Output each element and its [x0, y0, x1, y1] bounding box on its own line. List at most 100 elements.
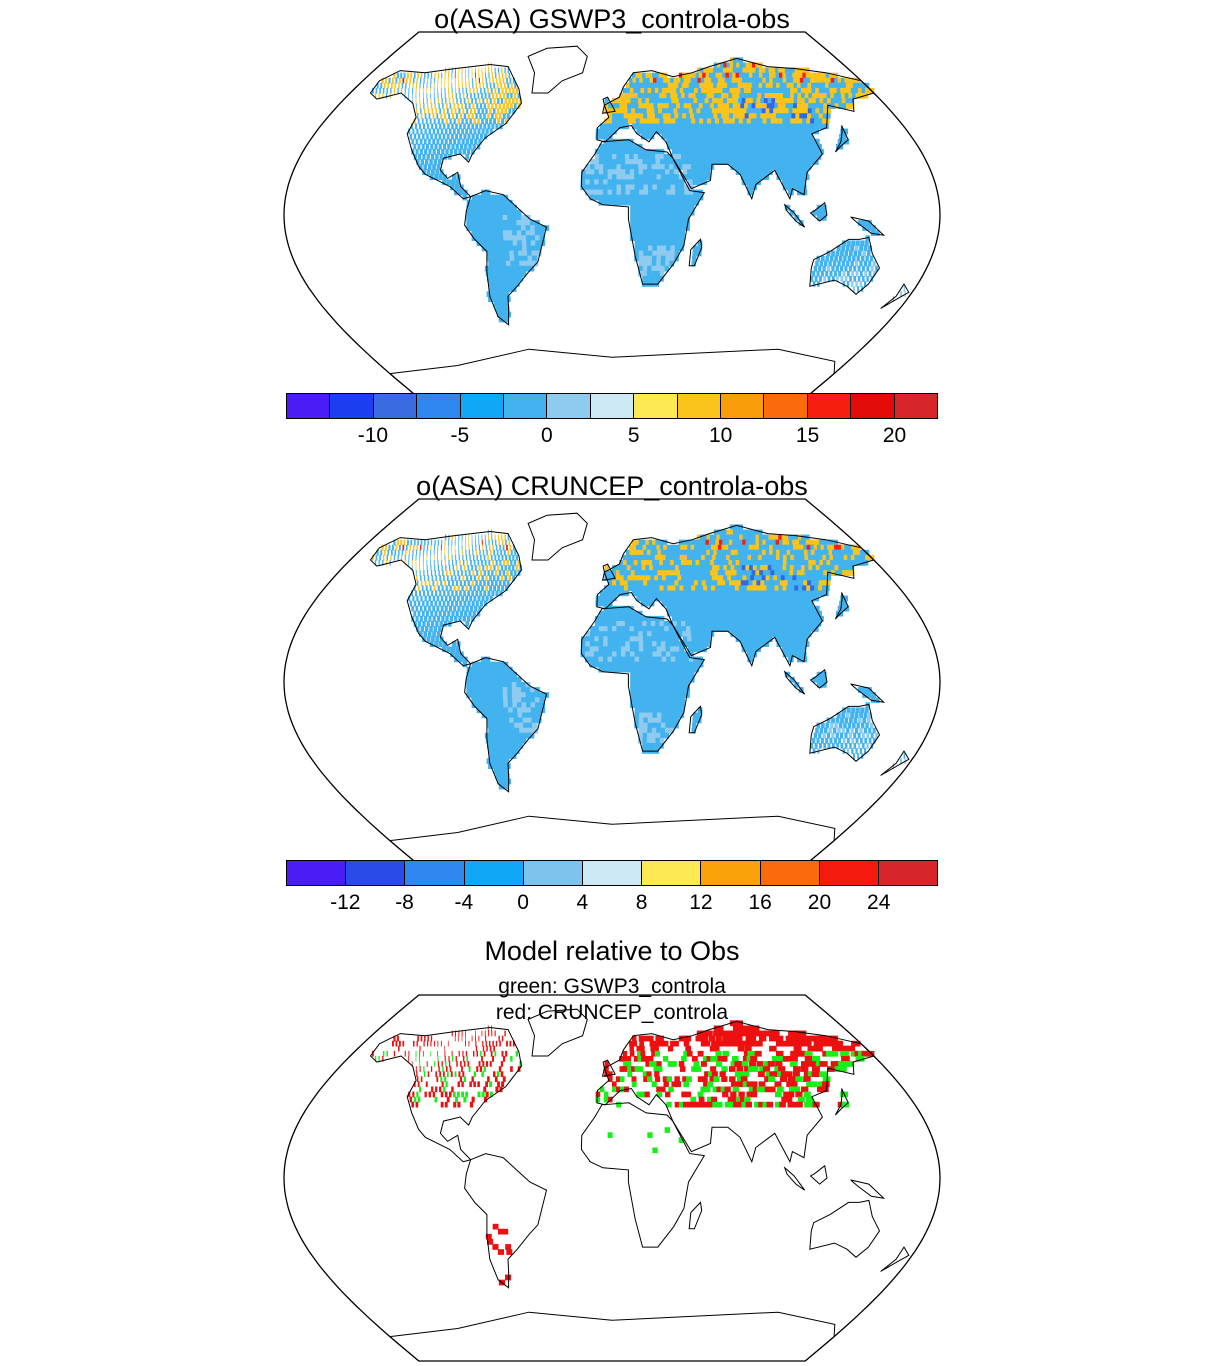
- grid-cell: [708, 575, 715, 581]
- grid-cell: [589, 641, 595, 647]
- grid-cell: [676, 154, 683, 160]
- grid-cell: [817, 615, 824, 622]
- grid-cell: [615, 580, 621, 586]
- grid-cell: [623, 98, 628, 104]
- grid-cell: [616, 590, 621, 597]
- grid-cell: [720, 159, 727, 165]
- grid-cell: [633, 554, 639, 561]
- grid-cell: [787, 605, 795, 612]
- grid-cell: [621, 656, 627, 663]
- grid-cell: [453, 605, 457, 612]
- grid-cell: [648, 194, 654, 201]
- grid-cell: [780, 154, 787, 160]
- grid-cell: [479, 133, 484, 140]
- grid-cell: [507, 682, 513, 688]
- colorbar-tick-label: 20: [882, 424, 907, 447]
- grid-cell: [798, 585, 806, 592]
- grid-cell: [706, 82, 713, 89]
- grid-cell: [869, 255, 874, 262]
- grid-cell: [432, 615, 436, 622]
- grid-cell: [393, 87, 396, 94]
- grid-cell: [772, 580, 779, 586]
- grid-cell: [475, 72, 476, 79]
- grid-cell: [497, 753, 504, 759]
- grid-cell: [423, 631, 427, 637]
- grid-cell: [500, 565, 504, 571]
- grid-cell: [660, 82, 667, 89]
- grid-cell: [465, 118, 468, 125]
- grid-cell: [625, 666, 631, 673]
- grid-cell: [402, 77, 405, 84]
- grid-cell: [632, 123, 638, 130]
- grid-cell: [807, 626, 815, 632]
- grid-cell: [430, 103, 433, 109]
- grid-cell: [648, 671, 654, 678]
- grid-cell: [598, 194, 604, 201]
- grid-cell: [681, 82, 688, 89]
- grid-cell: [697, 113, 704, 119]
- grid-cell: [670, 93, 676, 99]
- grid-cell: [420, 539, 423, 546]
- grid-cell: [511, 687, 518, 693]
- grid-cell: [526, 240, 532, 247]
- grid-cell: [795, 113, 803, 119]
- grid-cell: [481, 189, 486, 196]
- coastline-borneo: [809, 201, 828, 222]
- grid-cell: [509, 722, 516, 729]
- grid-cell: [662, 113, 669, 119]
- grid-cell: [652, 651, 658, 658]
- grid-cell: [620, 174, 626, 180]
- grid-cell: [423, 103, 425, 109]
- grid-cell: [626, 93, 632, 99]
- grid-cell: [693, 148, 699, 155]
- grid-cell: [505, 722, 511, 729]
- grid-cell: [454, 615, 458, 622]
- grid-cell: [469, 554, 471, 561]
- grid-cell: [652, 702, 658, 708]
- grid-cell: [481, 93, 483, 99]
- grid-cell: [539, 235, 545, 241]
- grid-cell: [670, 707, 676, 714]
- grid-cell: [657, 225, 663, 231]
- grid-cell: [493, 671, 499, 678]
- grid-cell: [669, 631, 675, 637]
- grid-cell: [866, 732, 870, 739]
- grid-cell: [747, 631, 754, 637]
- grid-cell: [443, 621, 448, 627]
- grid-cell: [668, 103, 674, 109]
- grid-cell: [616, 621, 622, 627]
- grid-cell: [685, 595, 692, 602]
- grid-cell: [415, 82, 417, 89]
- grid-cell: [738, 159, 745, 165]
- grid-cell: [688, 615, 695, 622]
- grid-cell: [396, 72, 399, 79]
- coastline-antarctica: [388, 815, 836, 866]
- grid-cell: [638, 164, 644, 170]
- grid-cell: [598, 651, 604, 658]
- grid-cell: [693, 595, 700, 602]
- grid-cell: [608, 123, 613, 130]
- grid-cell: [781, 641, 787, 647]
- grid-cell: [840, 265, 844, 272]
- grid-cell: [836, 143, 844, 150]
- grid-cell: [677, 159, 683, 165]
- grid-cell: [480, 702, 487, 708]
- grid-cell: [463, 565, 466, 571]
- grid-cell: [662, 220, 668, 226]
- grid-cell: [510, 727, 517, 734]
- grid-cell: [647, 636, 653, 642]
- grid-cell: [753, 636, 760, 642]
- grid-cell: [673, 133, 680, 140]
- grid-cell: [731, 544, 739, 551]
- grid-cell: [734, 108, 742, 114]
- grid-cell: [643, 194, 649, 201]
- grid-cell: [847, 722, 852, 729]
- grid-cell: [491, 250, 497, 257]
- grid-cell: [866, 743, 869, 749]
- grid-cell: [808, 138, 816, 145]
- significance-dot: [498, 1035, 500, 1042]
- grid-cell: [434, 610, 438, 617]
- grid-cell: [459, 143, 464, 150]
- grid-cell: [666, 230, 672, 236]
- colorbar-tick-label: -5: [450, 424, 470, 447]
